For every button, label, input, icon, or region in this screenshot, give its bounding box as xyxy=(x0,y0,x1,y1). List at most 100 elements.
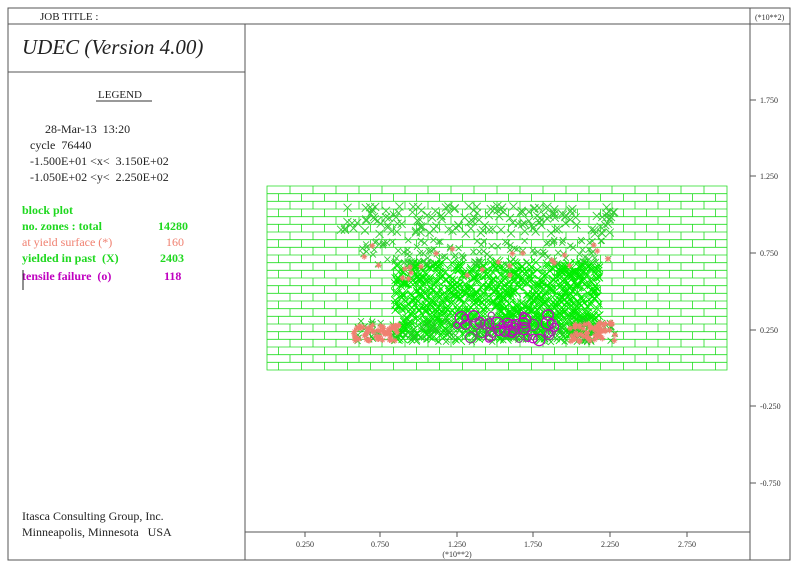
x-tick-label: 1.250 xyxy=(448,540,466,549)
yield-cross xyxy=(410,325,418,333)
yield-cross xyxy=(559,331,566,339)
yield-cross xyxy=(441,203,451,212)
yield-cross xyxy=(499,336,507,344)
yield-cross xyxy=(451,299,464,312)
yield-star xyxy=(591,336,598,343)
yield-cross xyxy=(457,307,468,318)
yield-star xyxy=(407,269,414,276)
yield-cross xyxy=(476,228,486,238)
yield-cross xyxy=(336,225,346,234)
yield-star xyxy=(611,337,618,344)
yield-cross xyxy=(509,202,518,211)
yield-star xyxy=(561,252,568,259)
yield-cross xyxy=(496,225,506,235)
yield-cross xyxy=(423,335,430,343)
yield-cross xyxy=(443,296,451,305)
yield-star xyxy=(389,322,396,329)
yield-cross xyxy=(575,299,588,312)
yield-cross xyxy=(423,260,431,268)
yield-star xyxy=(509,250,516,257)
yield-cross xyxy=(528,223,538,233)
x-scale: (*10**2) xyxy=(442,550,472,559)
yield-cross xyxy=(381,212,391,222)
yield-cross xyxy=(551,225,560,234)
yield-cross xyxy=(458,284,471,297)
yield-star xyxy=(350,330,357,337)
yield-cross xyxy=(453,323,460,331)
yield-cross xyxy=(486,204,496,214)
yield-cross xyxy=(475,256,483,264)
yield-cross xyxy=(474,215,484,225)
x-tick-label: 0.750 xyxy=(371,540,389,549)
yield-star xyxy=(567,338,574,345)
yield-cross xyxy=(477,241,485,249)
yield-star xyxy=(464,272,471,279)
yield-cross xyxy=(538,298,550,311)
yield-cross xyxy=(529,256,542,269)
yield-cross xyxy=(427,213,437,222)
yield-cross xyxy=(407,306,418,318)
yield-cross xyxy=(539,248,547,256)
yield-star xyxy=(386,330,393,337)
yield-cross xyxy=(585,255,593,263)
yield-cross xyxy=(598,237,606,245)
yield-cross xyxy=(428,309,436,316)
yield-star xyxy=(506,262,513,269)
yield-cross xyxy=(539,269,552,282)
yield-cross xyxy=(417,334,425,341)
yield-cross xyxy=(406,318,413,326)
yield-cross xyxy=(367,207,377,216)
state-symbols xyxy=(336,201,619,347)
yield-cross xyxy=(503,239,511,247)
yield-cross xyxy=(571,278,584,292)
footer-company: Itasca Consulting Group, Inc. xyxy=(22,509,164,523)
yield-cross xyxy=(441,317,449,324)
yield-cross xyxy=(470,248,477,256)
yield-cross xyxy=(504,290,511,298)
yield-cross xyxy=(591,264,601,274)
yield-cross xyxy=(545,212,555,221)
yield-cross xyxy=(548,274,560,286)
yield-cross xyxy=(359,245,366,252)
yield-cross xyxy=(586,276,596,286)
yield-cross xyxy=(423,270,431,278)
tensile-circle xyxy=(460,319,471,330)
tensile-circle xyxy=(527,333,538,344)
yield-cross xyxy=(498,207,508,216)
yield-cross xyxy=(408,336,415,344)
yield-cross xyxy=(549,302,559,312)
yield-star xyxy=(367,325,374,332)
tensile-circle xyxy=(454,311,468,325)
footer-location: Minneapolis, Minnesota USA xyxy=(22,525,172,539)
yield-cross xyxy=(480,237,488,245)
yield-star xyxy=(611,331,618,338)
yield-cross xyxy=(462,304,470,312)
legend-label: no. zones : total xyxy=(22,219,103,233)
tensile-circle xyxy=(519,311,528,320)
yield-cross xyxy=(508,287,518,297)
yield-cross xyxy=(396,291,409,304)
yield-star xyxy=(585,334,592,341)
yield-star xyxy=(382,330,389,337)
yield-cross xyxy=(597,212,607,222)
yield-cross xyxy=(416,222,426,231)
tensile-circle xyxy=(526,318,540,332)
yield-star xyxy=(392,337,399,344)
tensile-circle xyxy=(467,310,480,323)
yield-cross xyxy=(524,291,537,304)
yield-cross xyxy=(429,326,436,334)
yield-star xyxy=(369,328,376,335)
yield-cross xyxy=(383,239,391,247)
yield-cross xyxy=(496,293,504,301)
x-tick-label: 2.750 xyxy=(678,540,696,549)
tensile-circle xyxy=(487,328,498,339)
yield-cross xyxy=(488,224,498,234)
yield-star xyxy=(377,327,384,334)
yield-star xyxy=(576,338,583,345)
yield-cross xyxy=(505,306,517,318)
yield-star xyxy=(606,327,613,334)
yield-cross xyxy=(590,229,600,239)
yield-cross xyxy=(609,207,619,217)
yield-cross xyxy=(550,238,558,245)
yield-cross xyxy=(448,289,460,300)
